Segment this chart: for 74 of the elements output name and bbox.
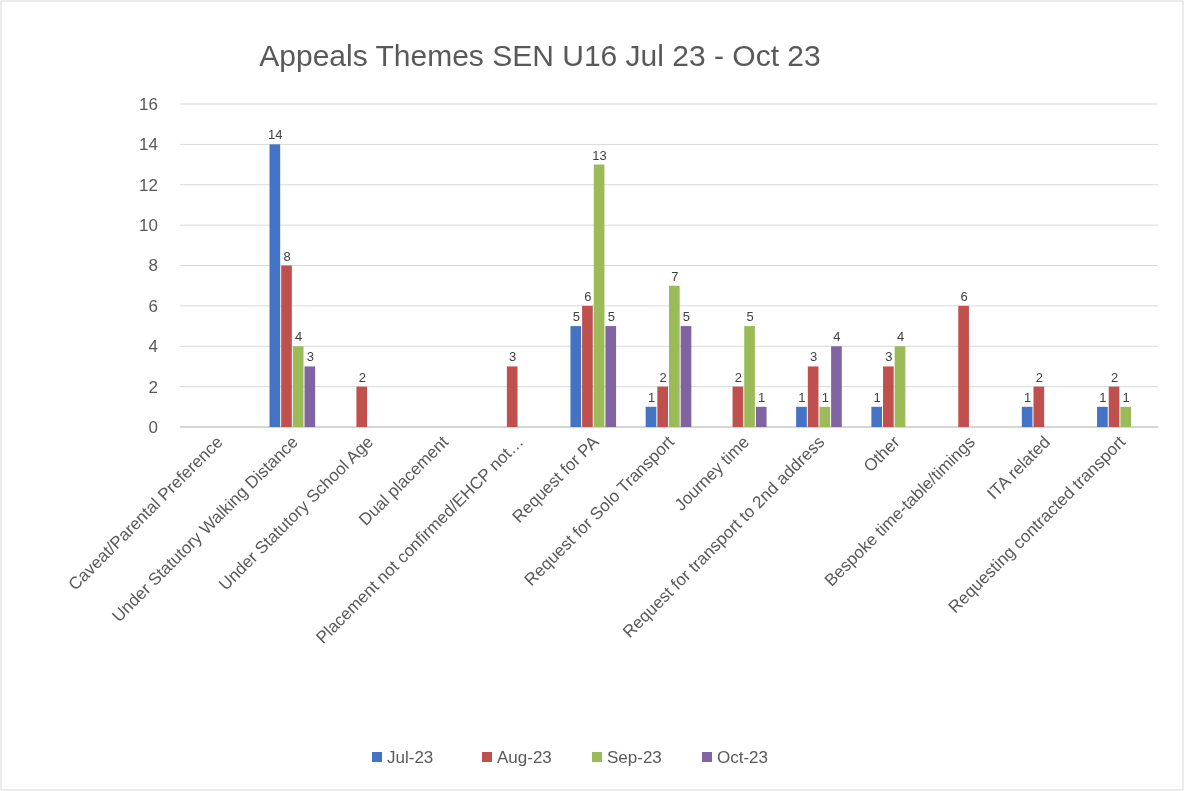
data-label: 5	[682, 309, 691, 325]
bar	[356, 386, 368, 427]
data-label: 2	[358, 369, 366, 385]
bar	[292, 346, 304, 427]
data-label: 3	[509, 349, 517, 365]
data-label: 6	[960, 288, 968, 304]
y-tick-label: 14	[139, 135, 158, 155]
data-label: 1	[758, 389, 766, 405]
data-label: 13	[592, 147, 607, 163]
bar	[1033, 386, 1045, 427]
bar	[304, 366, 316, 427]
bar	[1108, 386, 1120, 427]
legend-label: Jul-23	[387, 747, 434, 767]
data-label: 5	[572, 309, 580, 325]
bar	[645, 406, 657, 427]
bar	[1120, 406, 1132, 427]
data-label: 14	[268, 127, 283, 143]
data-label: 1	[1099, 389, 1107, 405]
bar	[669, 285, 680, 427]
bar	[871, 406, 883, 427]
data-label: 1	[647, 389, 656, 405]
legend-label: Oct-23	[717, 747, 769, 767]
data-label: 4	[295, 329, 303, 345]
data-label: 6	[584, 288, 592, 304]
data-label: 5	[607, 309, 615, 325]
bar	[269, 144, 281, 427]
data-label: 3	[885, 349, 893, 365]
bar	[281, 265, 292, 427]
bar	[796, 406, 807, 427]
data-label: 3	[810, 349, 818, 365]
data-label: 2	[734, 369, 743, 385]
y-tick-label: 10	[139, 216, 158, 236]
bar	[732, 386, 744, 427]
bar	[680, 326, 692, 427]
y-tick-label: 0	[148, 417, 158, 437]
bar	[1097, 406, 1108, 427]
y-tick-label: 4	[148, 337, 158, 357]
legend-label: Sep-23	[607, 747, 662, 767]
data-label: 2	[1110, 369, 1119, 385]
bar	[807, 366, 819, 427]
data-label: 1	[1024, 389, 1032, 405]
bar	[755, 406, 767, 427]
y-tick-label: 8	[148, 256, 158, 276]
bar	[883, 366, 894, 427]
bar	[1021, 406, 1033, 427]
bar	[657, 386, 668, 427]
bar	[831, 346, 842, 427]
data-label: 1	[821, 389, 829, 405]
legend-label: Aug-23	[497, 747, 552, 767]
y-tick-label: 2	[148, 377, 158, 397]
data-label: 4	[896, 329, 905, 345]
data-label: 4	[833, 329, 841, 345]
bar	[894, 346, 906, 427]
data-label: 7	[671, 268, 679, 284]
y-tick-label: 16	[139, 94, 158, 114]
data-label: 1	[798, 389, 806, 405]
data-label: 5	[746, 309, 754, 325]
data-label: 1	[873, 389, 881, 405]
data-label: 2	[1035, 369, 1043, 385]
y-tick-label: 12	[139, 175, 158, 195]
bar	[744, 326, 755, 427]
data-label: 2	[659, 369, 667, 385]
data-label: 1	[1122, 389, 1130, 405]
data-label: 3	[306, 349, 314, 365]
bar	[582, 305, 593, 427]
bar	[506, 366, 518, 427]
bar	[593, 164, 605, 427]
bar	[958, 305, 969, 427]
bar	[570, 326, 582, 427]
chart-title: Appeals Themes SEN U16 Jul 23 - Oct 23	[259, 39, 821, 72]
bar	[819, 406, 831, 427]
data-label: 8	[283, 248, 291, 264]
bar	[605, 326, 617, 427]
y-tick-label: 6	[148, 296, 158, 316]
